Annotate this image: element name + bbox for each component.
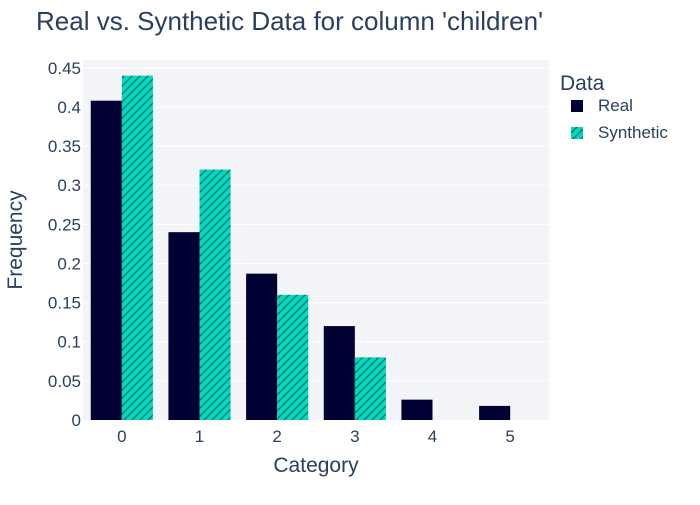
legend-label-real: Real [598, 96, 633, 115]
x-tick-label: 0 [117, 427, 126, 446]
legend-swatch-real [571, 100, 583, 112]
legend-items: Real Synthetic [571, 96, 668, 142]
y-tick-label: 0.35 [48, 137, 81, 156]
x-axis-title: Category [273, 454, 359, 477]
plot-area [83, 60, 549, 420]
bar-synthetic-0 [121, 75, 153, 421]
x-tick-label: 4 [428, 427, 437, 446]
y-tick-label: 0.15 [48, 294, 81, 313]
y-tick-label: 0 [72, 411, 81, 430]
y-tick-label: 0.2 [57, 254, 81, 273]
y-tick-label: 0.45 [48, 59, 81, 78]
legend-label-synthetic: Synthetic [598, 123, 668, 142]
legend-title: Data [560, 72, 605, 95]
bar-real-2 [246, 273, 278, 420]
y-tick-label: 0.3 [57, 176, 81, 195]
y-axis-title: Frequency [4, 190, 27, 290]
x-tick-label: 2 [272, 427, 281, 446]
y-axis-ticks: 0 0.05 0.1 0.15 0.2 0.25 0.3 0.35 0.4 0.45 [48, 59, 81, 430]
bar-real-3 [323, 326, 355, 420]
bar-real-5 [479, 405, 511, 420]
x-axis-ticks: 0 1 2 3 4 5 [117, 427, 515, 446]
gridlines [83, 67, 549, 382]
bar-real-1 [168, 232, 200, 420]
x-tick-label: 1 [195, 427, 204, 446]
legend: Data Real Synthetic [560, 72, 668, 142]
x-tick-label: 3 [350, 427, 359, 446]
y-tick-label: 0.4 [57, 98, 81, 117]
chart-title: Real vs. Synthetic Data for column 'chil… [36, 6, 543, 36]
bar-real-0 [90, 100, 122, 421]
bar-synthetic-2 [277, 294, 309, 420]
bar-synthetic-3 [354, 357, 386, 420]
y-tick-label: 0.1 [57, 333, 81, 352]
bar-real-4 [401, 399, 433, 420]
legend-swatch-synthetic [571, 127, 583, 139]
bars [90, 75, 511, 421]
y-tick-label: 0.05 [48, 372, 81, 391]
y-tick-label: 0.25 [48, 215, 81, 234]
x-tick-label: 5 [505, 427, 514, 446]
bar-synthetic-1 [199, 169, 231, 420]
